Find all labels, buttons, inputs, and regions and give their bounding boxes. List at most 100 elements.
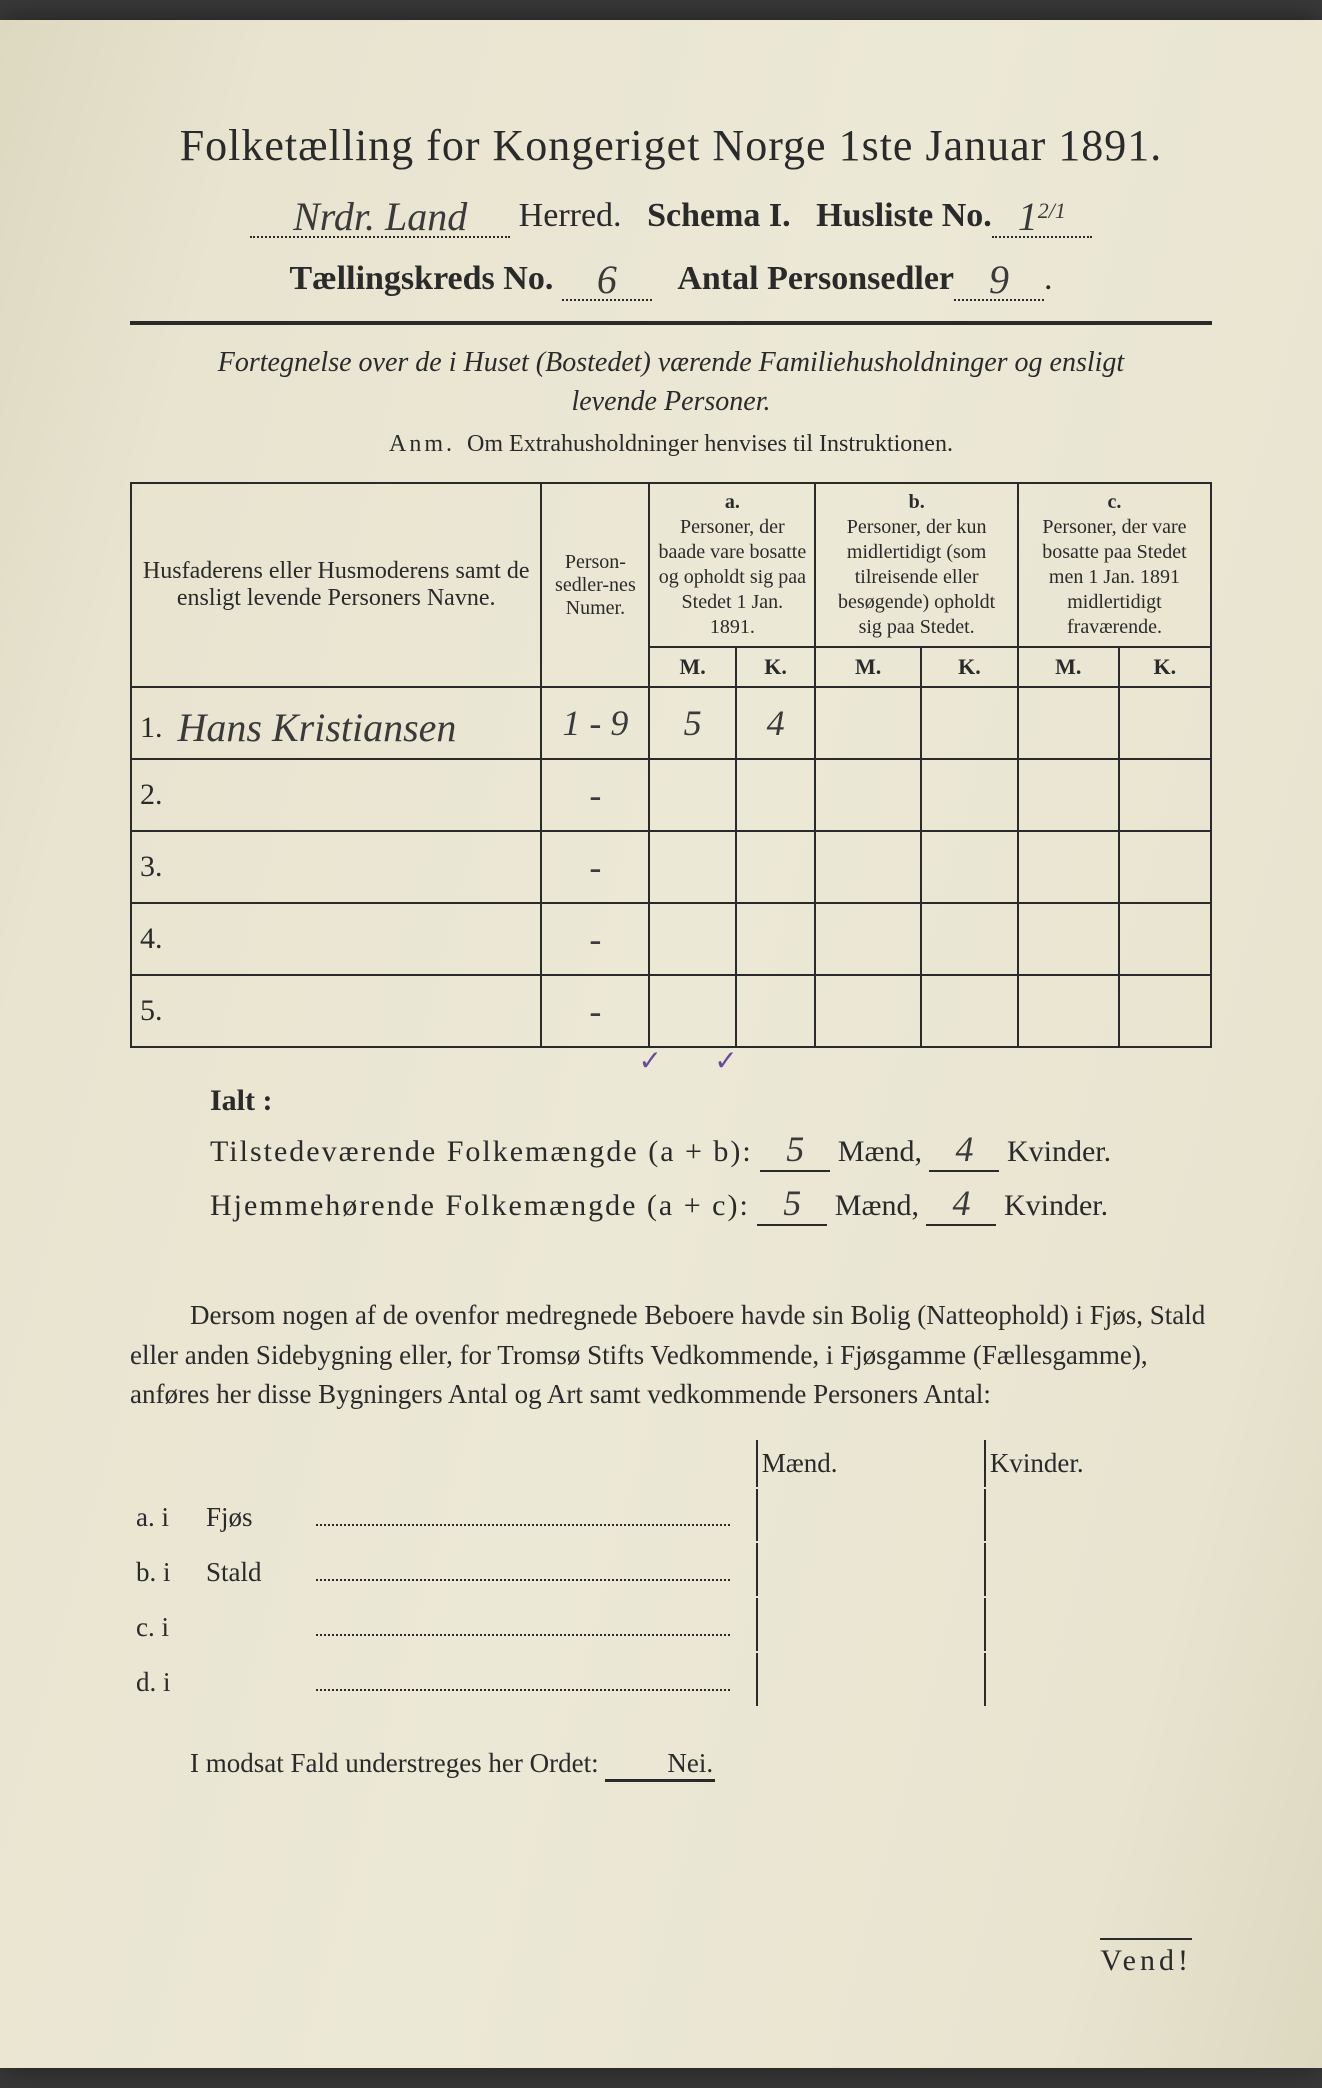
col-num: Person-sedler-nes Numer. <box>541 483 649 687</box>
b-k: K. <box>921 647 1018 687</box>
tilstede-m: 5 <box>786 1129 804 1169</box>
checkmark-a-m: ✓ <box>639 1044 662 1078</box>
row-a-k: 4 <box>736 687 815 759</box>
row-name: 3. <box>131 831 541 903</box>
row-name: 2. <box>131 759 541 831</box>
b-m: M. <box>815 647 921 687</box>
modsat-text: I modsat Fald understreges her Ordet: <box>190 1748 599 1778</box>
checkmark-a-k: ✓ <box>714 1044 737 1078</box>
row-c-m <box>1018 975 1119 1047</box>
row-c-k <box>1119 975 1211 1047</box>
anm-lead: Anm. <box>389 431 455 457</box>
row-c-m <box>1018 687 1119 759</box>
col-name: Husfaderens eller Husmoderens samt de en… <box>131 483 541 687</box>
side-row: d. i <box>132 1653 1210 1706</box>
group-a-label: a. <box>725 491 740 513</box>
hjemme-m: 5 <box>783 1183 801 1223</box>
subheading: Fortegnelse over de i Huset (Bostedet) v… <box>130 343 1212 421</box>
tilstede-k: 4 <box>955 1129 973 1169</box>
side-label: d. i <box>132 1653 754 1706</box>
hjemme-k: 4 <box>952 1183 970 1223</box>
row-c-k <box>1119 903 1211 975</box>
col-group-c: c. Personer, der vare bosatte paa Stedet… <box>1018 483 1211 647</box>
side-m <box>756 1489 982 1542</box>
row-c-k <box>1119 759 1211 831</box>
side-label: c. i <box>132 1598 754 1651</box>
anm-note: Anm. Om Extrahusholdninger henvises til … <box>130 431 1212 458</box>
row-a-k <box>736 759 815 831</box>
hjemme-label: Hjemmehørende Folkemængde (a + c): <box>210 1189 750 1222</box>
row-b-m <box>815 687 921 759</box>
row-c-m <box>1018 831 1119 903</box>
husliste-label: Husliste No. <box>816 197 992 234</box>
totals-block: Ialt : Tilstedeværende Folkemængde (a + … <box>130 1084 1212 1226</box>
col-group-b: b. Personer, der kun midlertidigt (som t… <box>815 483 1018 647</box>
table-row: 1. Hans Kristiansen1 - 954 <box>131 687 1211 759</box>
anm-text: Om Extrahusholdninger henvises til Instr… <box>467 431 953 457</box>
side-m <box>756 1653 982 1706</box>
kvinder-1: Kvinder. <box>1007 1135 1111 1168</box>
header-line-2: Nrdr. Land Herred. Schema I. Husliste No… <box>130 189 1212 238</box>
table-row: 3. - <box>131 831 1211 903</box>
group-a-text: Personer, der baade vare bosatte og opho… <box>659 516 807 638</box>
group-b-text: Personer, der kun midlertidigt (som tilr… <box>838 516 995 638</box>
maend-2: Mænd, <box>835 1189 919 1222</box>
row-c-k <box>1119 687 1211 759</box>
row-a-k <box>736 975 815 1047</box>
rule-1 <box>130 321 1212 325</box>
table-row: 4. - <box>131 903 1211 975</box>
census-form-page: Folketælling for Kongeriget Norge 1ste J… <box>0 20 1322 2068</box>
sidebygning-table: Mænd. Kvinder. a. iFjøsb. iStaldc. id. i <box>130 1438 1212 1708</box>
row-num: 1 - 9 <box>541 687 649 759</box>
row-b-k <box>921 759 1018 831</box>
side-k <box>984 1543 1210 1596</box>
row-b-m <box>815 759 921 831</box>
a-m: M. <box>649 647 736 687</box>
modsat-line: I modsat Fald understreges her Ordet: Ne… <box>130 1748 1212 1782</box>
side-maend: Mænd. <box>756 1440 982 1487</box>
row-b-k <box>921 687 1018 759</box>
husliste-sup: 2/1 <box>1038 198 1066 224</box>
row-a-k <box>736 831 815 903</box>
nei-word: Nei. <box>605 1748 715 1782</box>
kvinder-2: Kvinder. <box>1004 1189 1108 1222</box>
a-k: K. <box>736 647 815 687</box>
row-b-m <box>815 975 921 1047</box>
group-c-text: Personer, der vare bosatte paa Stedet me… <box>1042 516 1186 638</box>
col-name-text: Husfaderens eller Husmoderens samt de en… <box>143 558 530 611</box>
row-b-m <box>815 903 921 975</box>
schema-label: Schema I. <box>647 197 791 234</box>
header-line-3: Tællingskreds No. 6 Antal Personsedler9. <box>130 252 1212 301</box>
group-b-label: b. <box>909 491 925 513</box>
paragraph: Dersom nogen af de ovenfor medregnede Be… <box>130 1296 1212 1413</box>
tilstede-label: Tilstedeværende Folkemængde (a + b): <box>210 1135 753 1168</box>
page-title: Folketælling for Kongeriget Norge 1ste J… <box>130 120 1212 171</box>
side-label: b. iStald <box>132 1543 754 1596</box>
row-num: - <box>541 903 649 975</box>
household-table: Husfaderens eller Husmoderens samt de en… <box>130 482 1212 1048</box>
row-name: 5. <box>131 975 541 1047</box>
ialt-label: Ialt : <box>210 1084 273 1117</box>
husliste-value: 1 <box>1018 193 1038 240</box>
group-c-label: c. <box>1108 491 1122 513</box>
side-row: c. i <box>132 1598 1210 1651</box>
row-b-k <box>921 903 1018 975</box>
sedler-label: Antal Personsedler <box>677 260 954 297</box>
row-b-k <box>921 975 1018 1047</box>
row-num: - <box>541 831 649 903</box>
subhead-line2: levende Personer. <box>571 386 770 417</box>
row-b-k <box>921 831 1018 903</box>
table-row: 5. - <box>131 975 1211 1047</box>
row-a-m: 5 <box>649 687 736 759</box>
side-row: b. iStald <box>132 1543 1210 1596</box>
side-k <box>984 1489 1210 1542</box>
row-a-m <box>649 831 736 903</box>
row-a-m <box>649 903 736 975</box>
row-b-m <box>815 831 921 903</box>
table-row: 2. - <box>131 759 1211 831</box>
row-name: 4. <box>131 903 541 975</box>
maend-1: Mænd, <box>838 1135 922 1168</box>
herred-value: Nrdr. Land <box>293 193 467 240</box>
row-a-m <box>649 975 736 1047</box>
row-name: 1. Hans Kristiansen <box>131 687 541 759</box>
